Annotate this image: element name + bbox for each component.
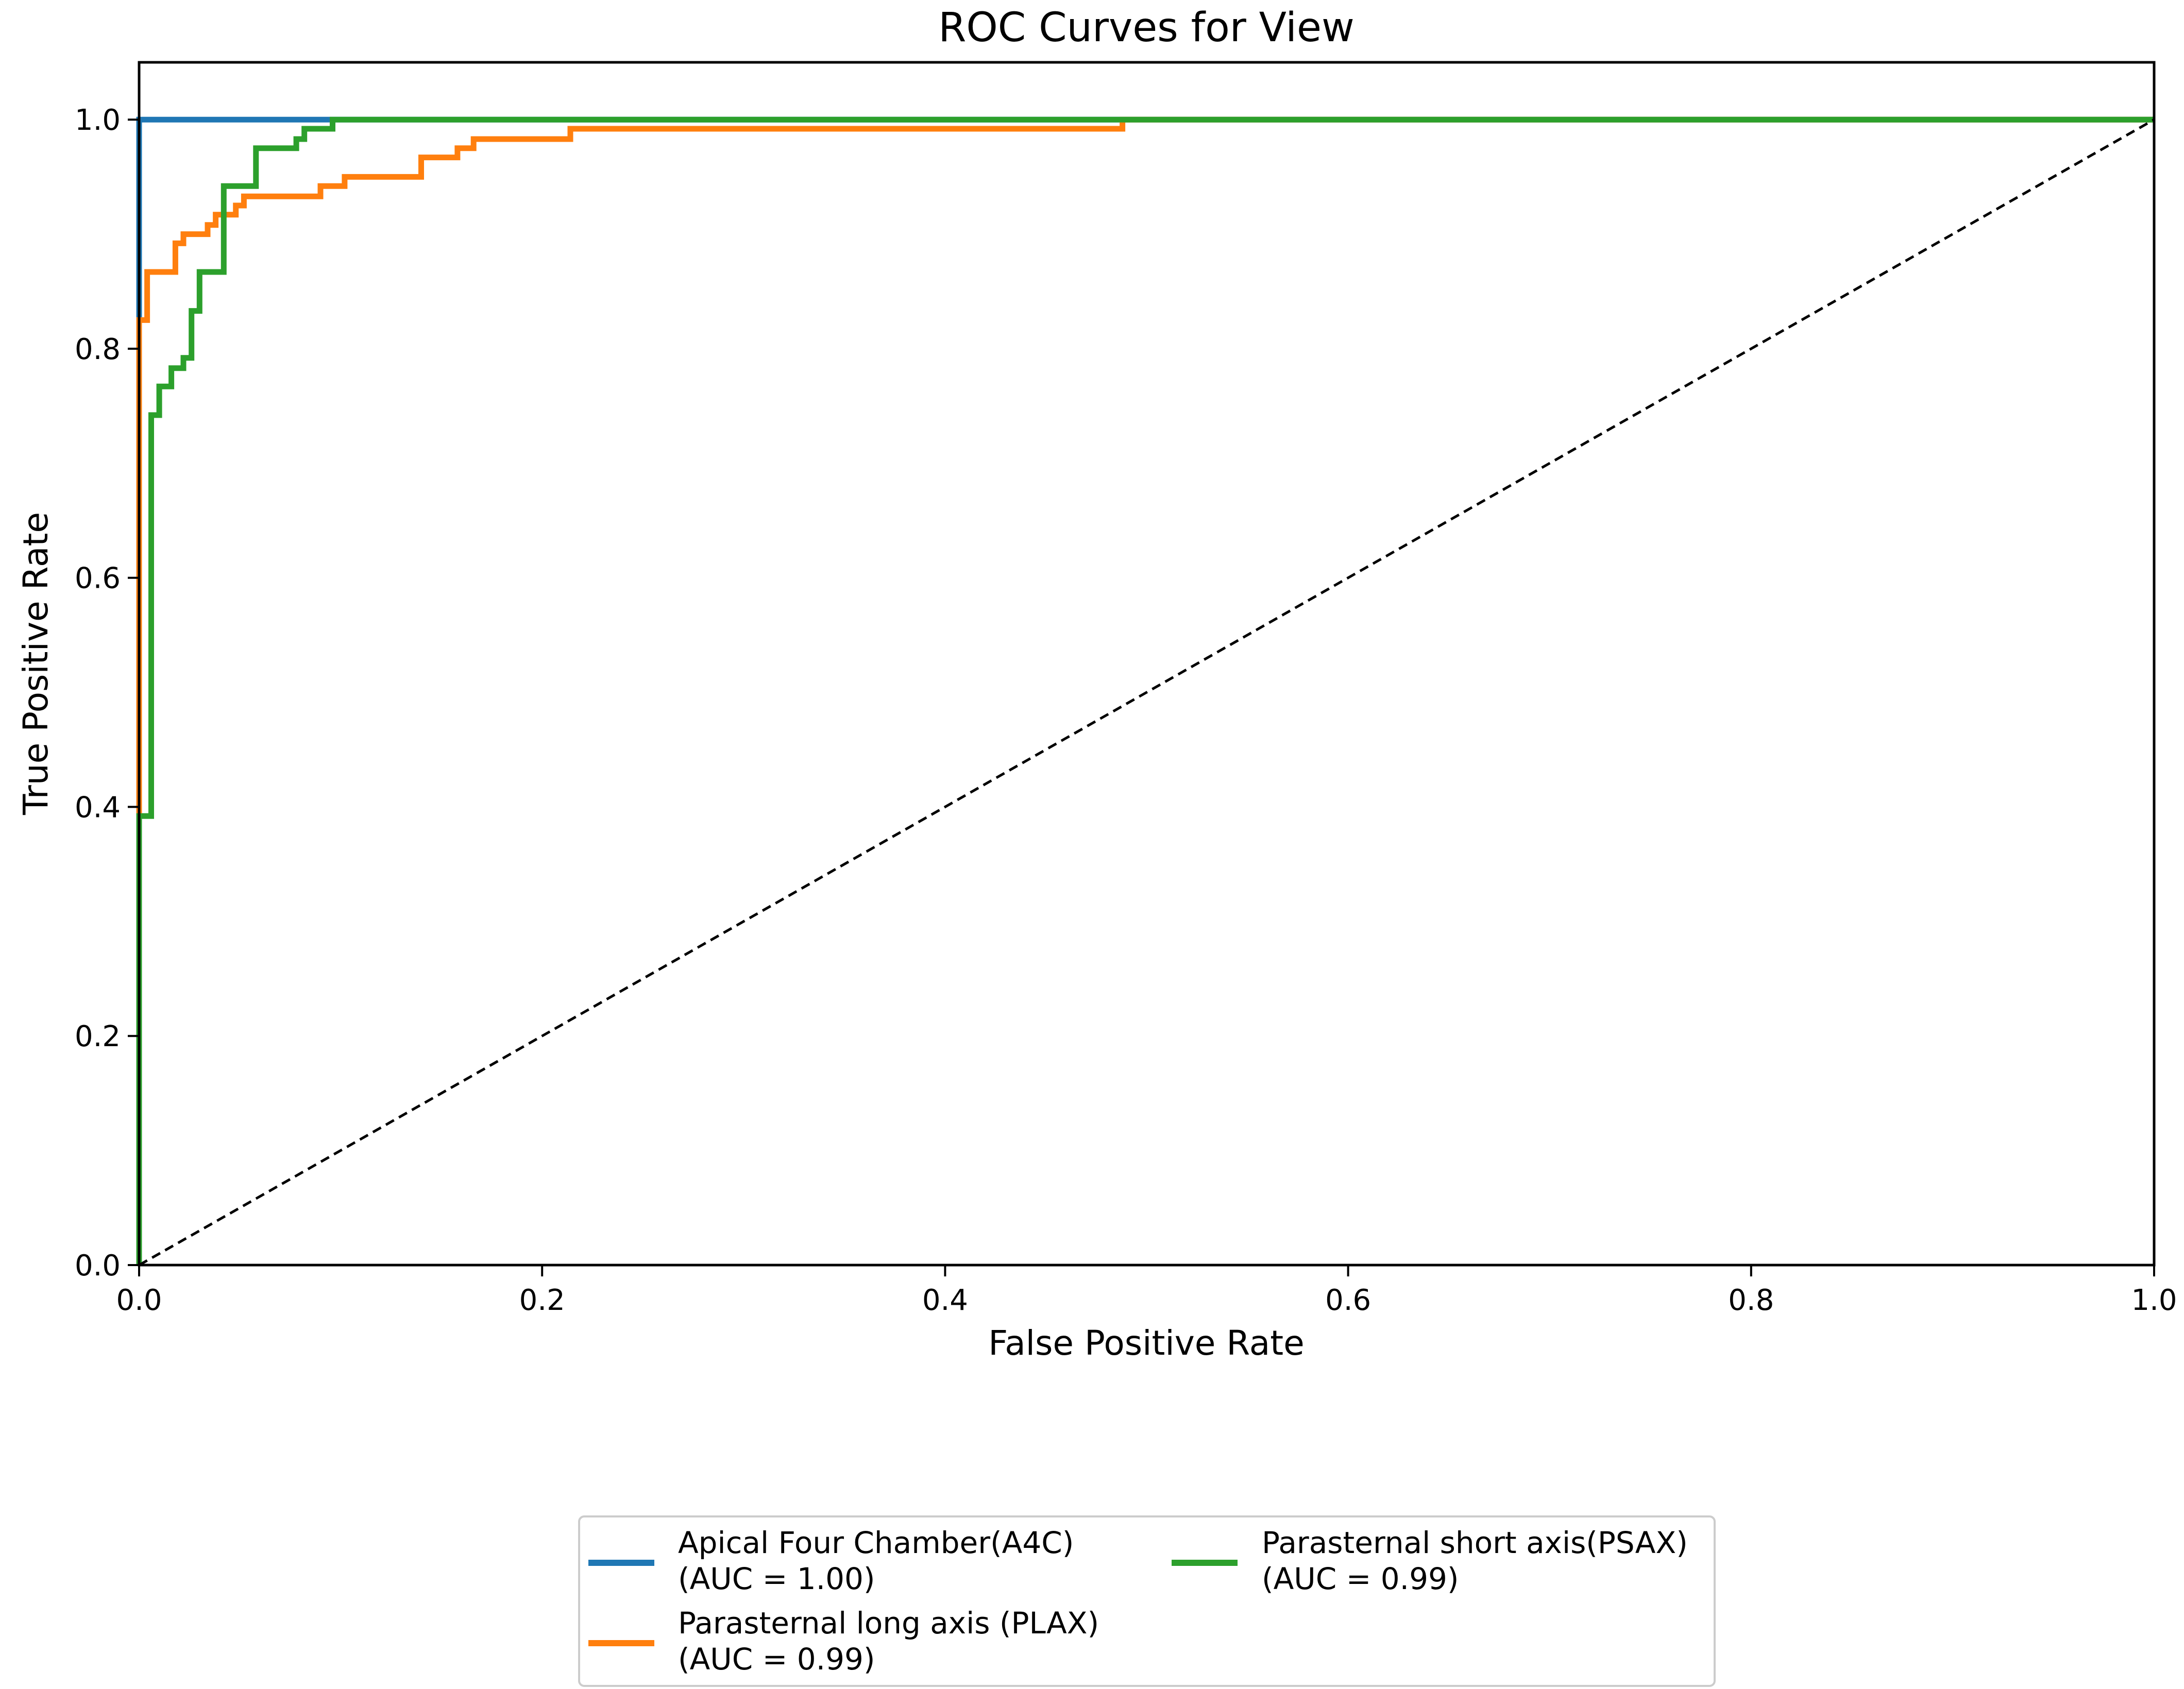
x-axis: 0.0 0.2 0.4 0.6 0.8 1.0 bbox=[116, 1265, 2177, 1317]
legend: Apical Four Chamber(A4C) (AUC = 1.00) Pa… bbox=[578, 1515, 1716, 1687]
legend-label-psax: Parasternal short axis(PSAX) bbox=[1262, 1525, 1688, 1560]
legend-frame bbox=[578, 1515, 1716, 1687]
series-line-psax bbox=[136, 116, 2154, 1265]
y-axis-label: True Positive Rate bbox=[16, 512, 56, 815]
y-tick-label: 0.8 bbox=[75, 333, 121, 366]
y-axis: 0.0 0.2 0.4 0.6 0.8 1.0 bbox=[75, 104, 139, 1283]
y-tick-label: 0.0 bbox=[75, 1249, 121, 1283]
legend-label-a4c: Apical Four Chamber(A4C) bbox=[678, 1525, 1074, 1560]
y-tick-label: 0.6 bbox=[75, 562, 121, 595]
x-tick-label: 0.6 bbox=[1325, 1284, 1371, 1317]
x-tick-label: 1.0 bbox=[2131, 1284, 2177, 1317]
legend-auc-a4c: (AUC = 1.00) bbox=[678, 1561, 875, 1596]
legend-auc-psax: (AUC = 0.99) bbox=[1262, 1561, 1459, 1596]
chart-title: ROC Curves for View bbox=[938, 5, 1355, 51]
x-axis-label: False Positive Rate bbox=[988, 1323, 1304, 1363]
reference-diagonal-line bbox=[138, 118, 2155, 1267]
y-tick-label: 1.0 bbox=[75, 104, 121, 137]
x-tick-label: 0.0 bbox=[116, 1284, 162, 1317]
legend-auc-plax: (AUC = 0.99) bbox=[678, 1642, 875, 1677]
series-line-plax bbox=[136, 116, 2154, 1265]
plot-frame bbox=[138, 61, 2156, 1267]
y-tick-label: 0.4 bbox=[75, 791, 121, 824]
legend-label-plax: Parasternal long axis (PLAX) bbox=[678, 1606, 1099, 1641]
x-tick-label: 0.4 bbox=[922, 1284, 968, 1317]
y-tick-label: 0.2 bbox=[75, 1020, 121, 1053]
x-tick-label: 0.8 bbox=[1728, 1284, 1774, 1317]
x-tick-label: 0.2 bbox=[519, 1284, 565, 1317]
plot-area bbox=[136, 61, 2156, 1267]
